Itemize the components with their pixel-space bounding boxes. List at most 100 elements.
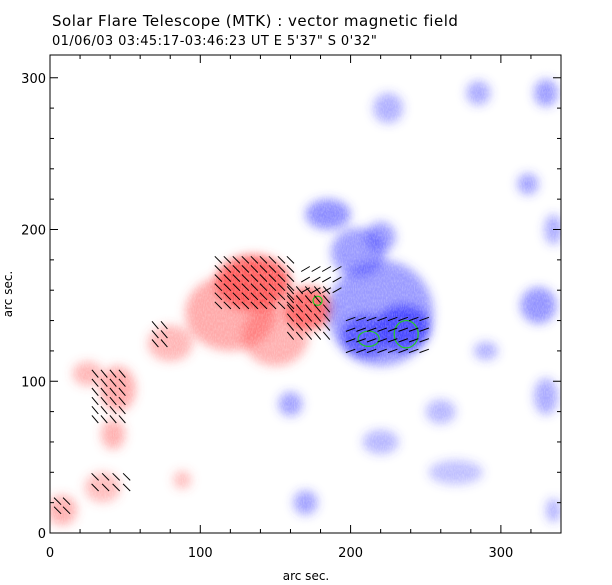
field-vector-111 — [377, 316, 387, 322]
field-vector-22 — [241, 265, 250, 273]
field-vector-30 — [259, 301, 268, 310]
field-vector-125 — [419, 338, 430, 343]
field-vector-99 — [345, 316, 356, 322]
field-vector-113 — [387, 338, 398, 343]
field-vector-27 — [250, 274, 259, 282]
field-vector-3 — [214, 274, 223, 282]
field-vector-116 — [398, 348, 409, 354]
field-vector-87 — [311, 287, 321, 294]
field-vector-40 — [268, 265, 277, 273]
chart-title: Solar Flare Telescope (MTK) : vector mag… — [52, 12, 459, 30]
field-vector-31 — [259, 292, 268, 301]
field-vector-64 — [295, 295, 304, 304]
field-vector-103 — [356, 316, 366, 322]
field-vector-71 — [304, 286, 313, 295]
field-vector-106 — [366, 327, 377, 332]
plot-area — [50, 55, 561, 533]
field-vector-167 — [53, 497, 62, 506]
field-vector-17 — [232, 255, 241, 264]
field-vector-120 — [408, 348, 419, 354]
field-vector-164 — [160, 330, 168, 339]
field-vector-13 — [232, 292, 241, 301]
field-vector-149 — [118, 387, 126, 397]
x-tick-label-100: 100 — [188, 546, 213, 561]
field-vector-131 — [91, 387, 99, 397]
field-vector-39 — [268, 274, 277, 282]
field-vector-160 — [151, 339, 159, 348]
chart-subtitle: 01/06/03 03:45:17-03:46:23 UT E 5'37" S … — [52, 34, 378, 49]
field-vector-36 — [268, 301, 277, 310]
field-vector-1 — [214, 292, 223, 301]
contour-0 — [312, 295, 323, 306]
field-vector-19 — [241, 292, 250, 301]
field-vector-9 — [223, 274, 232, 282]
field-vector-26 — [250, 283, 259, 292]
field-vector-156 — [112, 483, 121, 492]
field-vector-49 — [286, 292, 295, 301]
field-vector-41 — [268, 255, 277, 264]
field-vector-140 — [109, 415, 117, 424]
field-vector-137 — [100, 387, 108, 397]
field-vector-79 — [322, 322, 331, 331]
field-vector-98 — [345, 327, 356, 332]
y-tick-label-100: 100 — [21, 375, 46, 390]
field-vector-34 — [259, 265, 268, 273]
field-vector-72 — [313, 331, 322, 340]
field-vector-25 — [250, 292, 259, 301]
field-vector-144 — [109, 378, 117, 387]
field-vector-66 — [304, 331, 313, 340]
field-vector-7 — [223, 292, 232, 301]
field-vector-81 — [322, 304, 331, 313]
field-vector-38 — [268, 283, 277, 292]
speckle-texture — [50, 55, 561, 533]
field-vector-57 — [286, 304, 295, 313]
field-vector-59 — [286, 286, 295, 295]
field-vector-152 — [91, 483, 99, 492]
field-vector-90 — [321, 287, 332, 294]
field-vector-138 — [100, 378, 108, 387]
x-axis-label: arc sec. — [283, 569, 329, 583]
field-vector-16 — [232, 265, 241, 273]
field-vector-56 — [286, 313, 295, 322]
field-vector-151 — [118, 369, 126, 378]
y-tick-label-0: 0 — [38, 527, 46, 542]
field-vector-157 — [112, 472, 121, 481]
field-vector-148 — [118, 396, 126, 406]
field-vector-142 — [109, 396, 117, 406]
field-vector-101 — [356, 338, 366, 343]
field-vector-95 — [332, 266, 342, 272]
field-vector-14 — [232, 283, 241, 292]
field-vector-100 — [356, 348, 366, 354]
field-vector-107 — [366, 316, 377, 322]
field-vector-129 — [91, 405, 99, 415]
field-vector-44 — [277, 283, 286, 292]
field-vector-15 — [232, 274, 241, 282]
field-vector-163 — [160, 339, 168, 348]
field-vector-18 — [241, 301, 250, 310]
field-vector-117 — [398, 338, 409, 343]
field-vector-28 — [250, 265, 259, 273]
field-vector-146 — [118, 415, 126, 424]
y-axis-label: arc sec. — [1, 271, 15, 317]
field-vector-50 — [286, 283, 295, 292]
field-vector-102 — [356, 327, 366, 332]
field-vector-48 — [286, 301, 295, 310]
field-vector-162 — [151, 320, 159, 330]
field-vector-161 — [151, 330, 159, 339]
field-vector-53 — [286, 255, 295, 264]
field-vector-169 — [62, 497, 71, 506]
field-vector-52 — [286, 265, 295, 273]
x-tick-label-300: 300 — [488, 546, 513, 561]
field-vector-141 — [109, 405, 117, 415]
field-vector-5 — [214, 255, 223, 264]
x-tick-label-0: 0 — [46, 546, 54, 561]
field-vector-62 — [295, 313, 304, 322]
field-vector-54 — [286, 331, 295, 340]
field-vector-155 — [101, 472, 110, 481]
field-vector-165 — [160, 320, 168, 330]
field-vector-132 — [91, 378, 99, 387]
field-vector-67 — [304, 322, 313, 331]
field-vector-115 — [387, 316, 398, 322]
field-vector-20 — [241, 283, 250, 292]
